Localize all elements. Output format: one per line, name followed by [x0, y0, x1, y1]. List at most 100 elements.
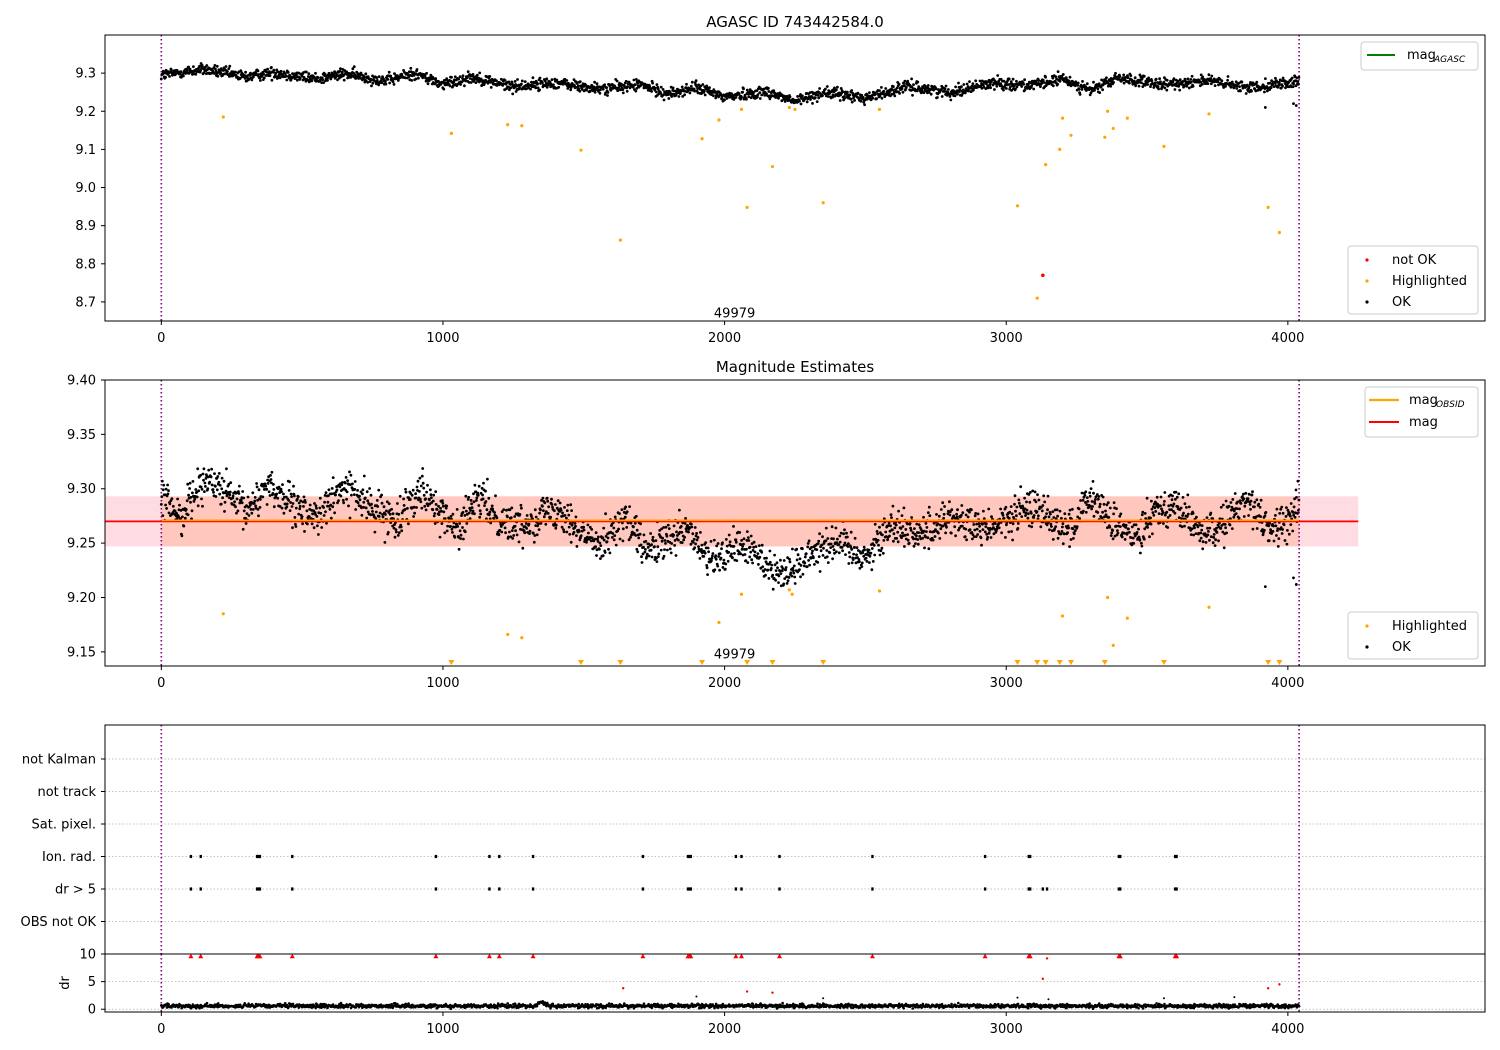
flag-hit-marker — [488, 854, 491, 859]
ok-point — [276, 496, 280, 500]
ok-point — [373, 530, 377, 534]
ok-point — [199, 69, 203, 72]
ok-point — [275, 492, 279, 496]
ok-point — [477, 484, 481, 488]
ok-point — [840, 546, 844, 549]
ok-point — [776, 566, 779, 570]
ok-point — [426, 483, 429, 487]
ok-point — [805, 565, 809, 568]
ok-point — [754, 545, 758, 548]
ok-point — [633, 521, 637, 525]
ok-point — [917, 523, 921, 527]
ok-point — [966, 515, 970, 519]
ok-point — [475, 496, 479, 500]
ok-point — [815, 548, 819, 551]
ok-point — [208, 480, 212, 484]
ok-point — [451, 512, 455, 516]
ok-point — [1274, 76, 1277, 80]
ok-point — [307, 515, 311, 519]
ok-point — [511, 92, 515, 96]
ok-point — [1014, 87, 1017, 91]
ok-point — [662, 98, 666, 102]
ok-point — [521, 546, 525, 550]
ok-point — [575, 545, 579, 548]
ok-point — [338, 485, 342, 489]
ok-point — [602, 526, 606, 530]
ok-point — [682, 538, 686, 542]
ok-point — [541, 81, 544, 85]
ok-point — [377, 75, 381, 79]
ok-point — [902, 81, 906, 85]
ok-point — [228, 64, 232, 68]
ok-point — [829, 542, 833, 546]
ok-point — [878, 525, 881, 529]
ok-point — [1199, 531, 1203, 535]
ok-point — [562, 530, 566, 534]
ok-point — [298, 77, 302, 80]
ok-point — [678, 508, 681, 512]
ok-point — [1162, 80, 1166, 84]
ok-point — [471, 509, 475, 513]
ok-point — [1017, 501, 1021, 505]
ok-point — [937, 531, 940, 535]
ok-point — [950, 508, 954, 512]
ok-point — [557, 85, 561, 89]
y-tick-label-1-5: 9.2 — [75, 105, 96, 120]
ok-point — [1263, 514, 1267, 518]
ok-point — [1023, 88, 1027, 91]
ok-point — [844, 553, 847, 556]
y-tick-label-1-0: 8.7 — [75, 295, 96, 310]
ok-point — [1294, 84, 1298, 88]
ok-point — [881, 533, 884, 537]
ok-point — [1263, 90, 1266, 94]
flag-hit-marker — [199, 854, 202, 859]
ok-point — [718, 568, 721, 572]
ok-point — [1150, 499, 1153, 503]
ok-point — [290, 505, 294, 508]
ok-point — [370, 506, 374, 510]
ok-point — [662, 554, 666, 558]
ok-point — [747, 539, 751, 542]
ok-point — [560, 525, 564, 529]
ok-point — [1150, 79, 1154, 83]
ok-point — [756, 552, 760, 555]
ok-point — [651, 81, 654, 85]
ok-point — [356, 501, 360, 505]
ok-point — [841, 549, 844, 553]
ok-point — [728, 540, 732, 544]
ok-point — [345, 497, 348, 501]
highlighted-point — [520, 124, 524, 128]
ok-point — [1044, 75, 1047, 79]
ok-point — [1042, 494, 1046, 498]
ok-point — [345, 490, 349, 494]
ok-point — [414, 492, 417, 496]
ok-point — [1150, 507, 1154, 511]
ok-point — [1276, 527, 1280, 530]
ok-point — [235, 497, 239, 501]
ok-point — [287, 489, 291, 492]
ok-point — [805, 100, 809, 104]
ok-point — [635, 547, 639, 551]
ok-point — [793, 575, 797, 579]
ok-point — [1142, 74, 1146, 78]
ok-point — [939, 527, 943, 531]
legend-mag-agasc-label: mag — [1407, 48, 1436, 63]
ok-point — [1224, 84, 1227, 88]
ok-point — [625, 89, 629, 93]
x-tick-label-2-2: 2000 — [708, 676, 741, 691]
ok-point — [855, 546, 859, 550]
ok-point — [886, 538, 889, 542]
ok-point — [1269, 86, 1273, 90]
ok-point — [270, 78, 274, 82]
panel-agasc-magnitude: AGASC ID 743442584.0 0 1000 2000 3000 40008.… — [75, 13, 1486, 346]
ok-point — [740, 96, 743, 99]
ok-point — [1126, 74, 1129, 78]
ok-point — [402, 504, 406, 507]
ok-point — [714, 557, 718, 561]
ok-point — [382, 505, 386, 509]
ok-point — [1018, 512, 1022, 516]
ok-point — [1066, 531, 1069, 535]
ok-point — [196, 504, 200, 508]
ok-point — [536, 86, 540, 90]
ok-point — [250, 511, 254, 515]
